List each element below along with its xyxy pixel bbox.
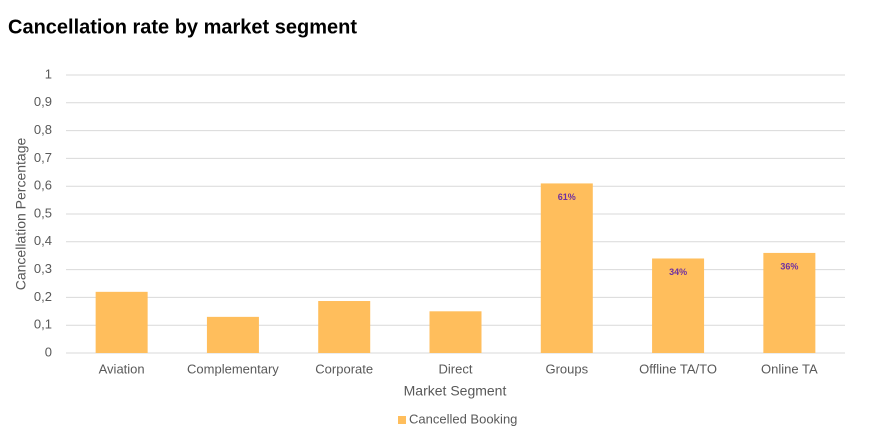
data-label: 36% — [780, 261, 798, 271]
x-tick-label: Complementary — [187, 361, 279, 376]
x-axis-title: Market Segment — [404, 383, 507, 399]
y-tick-label: 0,9 — [34, 94, 52, 109]
x-tick-label: Online TA — [761, 361, 818, 376]
y-tick-label: 0,6 — [34, 178, 52, 193]
bar — [429, 311, 482, 353]
data-label: 61% — [558, 192, 576, 202]
x-tick-label: Aviation — [99, 361, 145, 376]
y-tick-label: 0,5 — [34, 205, 52, 220]
bar — [95, 291, 148, 353]
legend-swatch — [398, 416, 406, 424]
bar — [763, 252, 816, 353]
x-tick-label: Direct — [439, 361, 473, 376]
bar — [652, 258, 705, 353]
data-label: 34% — [669, 267, 687, 277]
y-tick-label: 0 — [45, 344, 52, 359]
y-tick-label: 0,7 — [34, 150, 52, 165]
chart-title: Cancellation rate by market segment — [8, 16, 357, 38]
y-tick-label: 1 — [45, 66, 52, 81]
x-tick-label: Offline TA/TO — [639, 361, 717, 376]
x-tick-label: Corporate — [315, 361, 373, 376]
bar — [318, 301, 371, 353]
y-tick-label: 0,3 — [34, 261, 52, 276]
y-tick-label: 0,4 — [34, 233, 52, 248]
bar — [206, 316, 259, 353]
y-axis-title: Cancellation Percentage — [13, 138, 29, 291]
y-tick-label: 0,2 — [34, 289, 52, 304]
y-tick-label: 0,1 — [34, 317, 52, 332]
legend-label: Cancelled Booking — [409, 411, 517, 426]
y-tick-label: 0,8 — [34, 122, 52, 137]
x-tick-label: Groups — [545, 361, 588, 376]
bar — [540, 183, 593, 353]
